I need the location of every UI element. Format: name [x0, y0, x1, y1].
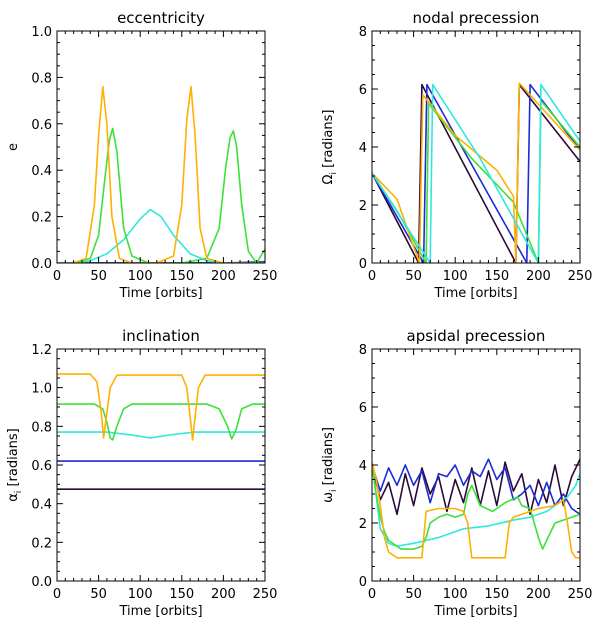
x-tick-label: 100	[443, 269, 468, 284]
y-axis-label: Ωi [radians]	[321, 110, 339, 185]
plot-frame	[371, 348, 581, 582]
x-tick-label: 200	[526, 269, 551, 284]
chart-4: 0 50 100 150 200 250 0 2 4 6 8 apsidal precession Ti…	[321, 327, 592, 619]
y-axis-label: αi [radians]	[6, 428, 24, 502]
y-axis-subscript: i	[329, 172, 339, 175]
x-tick-label: 150	[169, 587, 194, 602]
y-tick-label: 2	[359, 199, 367, 214]
x-tick-label: 50	[90, 587, 107, 602]
y-axis-unit: [radians]	[321, 427, 336, 489]
y-axis-unit: [radians]	[6, 428, 21, 490]
series-line-5	[372, 461, 580, 559]
y-tick-label: 0.2	[31, 536, 52, 551]
x-axis-label: Time [orbits]	[433, 604, 517, 619]
chart-title: eccentricity	[117, 9, 205, 27]
x-tick-label: 200	[526, 587, 551, 602]
y-axis-subscript: i	[14, 491, 24, 494]
y-axis-unit: [radians]	[321, 110, 336, 172]
y-tick-label: 6	[359, 83, 367, 98]
series-line-5	[57, 373, 265, 441]
x-axis-label: Time [orbits]	[118, 286, 202, 301]
x-tick-label: 100	[128, 269, 153, 284]
y-tick-label: 0.0	[31, 575, 52, 590]
plot-frame	[56, 30, 266, 264]
x-tick-label: 0	[368, 587, 376, 602]
y-tick-label: 0.6	[31, 459, 52, 474]
series-line-5	[57, 85, 265, 263]
x-axis-label: Time [orbits]	[433, 286, 517, 301]
chart-1: 0 50 100 150 200 250 0.0 0.2 0.4 0.6 0.8 1.0 eccentr…	[6, 9, 277, 301]
y-tick-label: 0	[359, 257, 367, 272]
y-tick-label: 1.2	[31, 343, 52, 358]
x-tick-label: 50	[90, 269, 107, 284]
y-tick-label: 0.2	[31, 211, 52, 226]
y-tick-label: 4	[359, 459, 367, 474]
y-tick-label: 0	[359, 575, 367, 590]
series-group	[372, 82, 580, 263]
y-tick-label: 4	[359, 141, 367, 156]
x-tick-label: 50	[405, 587, 422, 602]
y-tick-label: 0.6	[31, 118, 52, 133]
y-tick-label: 0.4	[31, 164, 52, 179]
series-line-3	[57, 208, 265, 263]
series-line-3	[372, 462, 580, 548]
chart-3: 0 50 100 150 200 250 0.0 0.2 0.4 0.6 0.8 1.0 1.2 incl…	[6, 327, 277, 619]
x-axis-label: Time [orbits]	[118, 604, 202, 619]
y-tick-label: 0.8	[31, 71, 52, 86]
y-tick-label: 0.0	[31, 257, 52, 272]
x-tick-label: 250	[568, 269, 593, 284]
y-tick-label: 2	[359, 517, 367, 532]
series-group	[57, 373, 265, 491]
series-line-3	[372, 99, 580, 263]
x-tick-label: 100	[128, 587, 153, 602]
chart-title: apsidal precession	[407, 327, 546, 345]
x-tick-label: 150	[484, 587, 509, 602]
series-line-2	[372, 83, 580, 263]
chart-2: 0 50 100 150 200 250 0 2 4 6 8 nodal precession Time…	[321, 9, 592, 301]
series-line-4	[372, 464, 580, 550]
series-group	[372, 458, 580, 559]
series-line-5	[372, 83, 580, 263]
y-axis-symbol: Ω	[321, 174, 336, 184]
series-line-4	[57, 127, 265, 263]
y-axis-label: e	[6, 143, 21, 151]
x-tick-label: 0	[53, 269, 61, 284]
x-tick-label: 0	[368, 269, 376, 284]
x-tick-label: 200	[211, 269, 236, 284]
y-axis-symbol: e	[6, 143, 21, 151]
y-tick-label: 6	[359, 401, 367, 416]
x-tick-label: 250	[253, 269, 278, 284]
chart-title: nodal precession	[413, 9, 540, 27]
series-group	[57, 85, 265, 263]
plot-frame	[56, 348, 266, 582]
y-axis-symbol: α	[6, 493, 21, 502]
series-line-4	[57, 403, 265, 441]
y-tick-label: 8	[359, 343, 367, 358]
y-tick-label: 0.8	[31, 420, 52, 435]
x-tick-label: 150	[169, 269, 194, 284]
y-axis-label: ωi [radians]	[321, 427, 339, 503]
chart-title: inclination	[122, 327, 200, 345]
y-tick-label: 0.4	[31, 498, 52, 513]
series-line-2	[372, 458, 580, 515]
x-tick-label: 0	[53, 587, 61, 602]
x-tick-label: 50	[405, 269, 422, 284]
x-tick-label: 100	[443, 587, 468, 602]
y-tick-label: 8	[359, 25, 367, 40]
x-tick-label: 150	[484, 269, 509, 284]
series-line-3	[57, 431, 265, 439]
series-line-1	[372, 458, 580, 516]
x-tick-label: 250	[568, 587, 593, 602]
y-axis-symbol: ω	[321, 492, 336, 503]
y-tick-label: 1.0	[31, 25, 52, 40]
y-tick-label: 1.0	[31, 382, 52, 397]
x-tick-label: 200	[211, 587, 236, 602]
x-tick-label: 250	[253, 587, 278, 602]
y-axis-subscript: i	[329, 490, 339, 493]
